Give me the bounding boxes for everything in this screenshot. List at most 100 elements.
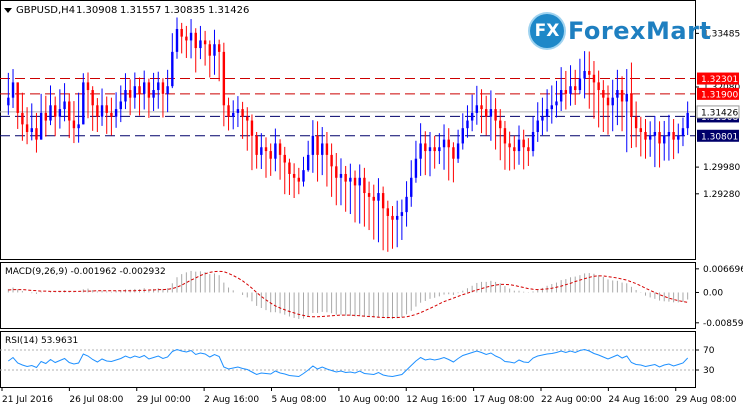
candle-body [672, 132, 675, 140]
brand-name: ForexMart [568, 17, 712, 45]
candle-body [634, 116, 638, 129]
candle-body [143, 82, 146, 94]
candle [419, 123, 422, 176]
candle-body [377, 193, 380, 201]
candle [292, 163, 296, 199]
candle [395, 200, 399, 248]
candle [128, 79, 132, 116]
candle-body [306, 154, 310, 171]
candle [199, 25, 202, 60]
candle-body [217, 44, 221, 52]
candle [545, 89, 549, 132]
candle-body [21, 112, 24, 125]
rsi-indicator [0, 348, 695, 378]
candle [644, 119, 647, 159]
candle [597, 70, 600, 128]
candle-body [602, 90, 605, 98]
candle-body [574, 86, 577, 91]
candle [583, 51, 586, 99]
rsi-tick-label: 70 [703, 346, 715, 356]
time-tick-label: 5 Aug 08:00 [271, 395, 326, 405]
candle-body [400, 212, 404, 216]
candle-body [681, 128, 685, 136]
candle-body [339, 173, 343, 178]
candle-body [316, 135, 319, 155]
candle [372, 184, 375, 240]
candle-body [175, 28, 179, 52]
candle-body [199, 40, 202, 49]
candle-body [620, 90, 624, 102]
candle [77, 92, 80, 143]
candle-body [545, 109, 549, 117]
level-tag [697, 87, 739, 100]
candle-body [222, 51, 226, 106]
candle [274, 128, 277, 172]
rsi-header: RSI(14) 53.9631 [5, 336, 78, 346]
time-tick-label: 22 Aug 00:00 [541, 395, 602, 405]
candle [480, 89, 483, 134]
macd-indicator [7, 270, 689, 319]
candle-body [203, 40, 207, 45]
candle-body [391, 215, 394, 220]
candle [602, 80, 605, 132]
candle-body [189, 32, 193, 41]
macd-tick-label: 0.006696 [703, 265, 743, 275]
candle [414, 140, 418, 183]
candle-body [559, 90, 563, 102]
candle [325, 132, 329, 187]
candle [306, 140, 310, 172]
candle-body [7, 97, 10, 106]
candle-body [100, 105, 104, 117]
candle [630, 62, 633, 149]
candlesticks [7, 17, 689, 252]
candle-body [11, 82, 15, 98]
candle [527, 138, 530, 166]
candle [424, 131, 427, 176]
candle-body [461, 128, 464, 144]
candle-body [677, 135, 680, 140]
candle [658, 121, 661, 168]
candle [648, 121, 652, 157]
time-axis: 21 Jul 2016 26 Jul 08:00 29 Jul 00:00 2 Aug… [1, 387, 737, 405]
candle-body [72, 120, 76, 129]
candle [653, 115, 657, 168]
candle-body [53, 105, 57, 117]
candle-body [208, 44, 211, 56]
candle [86, 72, 90, 119]
candle [475, 85, 479, 125]
candle [7, 72, 10, 115]
candle [213, 29, 216, 75]
macd-tick-label: 0.00 [703, 288, 723, 298]
candle-body [344, 173, 347, 182]
candle-body [157, 82, 160, 91]
candle-body [419, 143, 422, 159]
candle [133, 72, 137, 109]
candle-body [227, 105, 230, 117]
candle-body [489, 109, 493, 117]
candle-body [44, 112, 48, 121]
candle-body [517, 139, 521, 152]
candle-body [30, 128, 33, 132]
candle-body [133, 86, 137, 98]
candle-body [358, 177, 361, 186]
candle-body [442, 139, 446, 148]
candle-body [499, 120, 502, 129]
candle-body [578, 78, 582, 91]
candle [461, 113, 464, 150]
chart-menu-triangle-icon[interactable] [4, 8, 12, 13]
candle [297, 167, 301, 195]
candle [119, 85, 122, 123]
candle-body [480, 105, 483, 110]
candle [438, 133, 441, 165]
candle-body [470, 112, 474, 121]
time-tick-label: 29 Jul 00:00 [137, 395, 191, 405]
candle [124, 73, 127, 110]
candle [541, 97, 544, 136]
candle-body [330, 154, 333, 167]
candle [456, 129, 460, 163]
candle-body [644, 132, 647, 140]
candle [166, 69, 169, 113]
candle-body [372, 196, 375, 201]
candle-body [353, 177, 357, 186]
candle [381, 186, 385, 251]
